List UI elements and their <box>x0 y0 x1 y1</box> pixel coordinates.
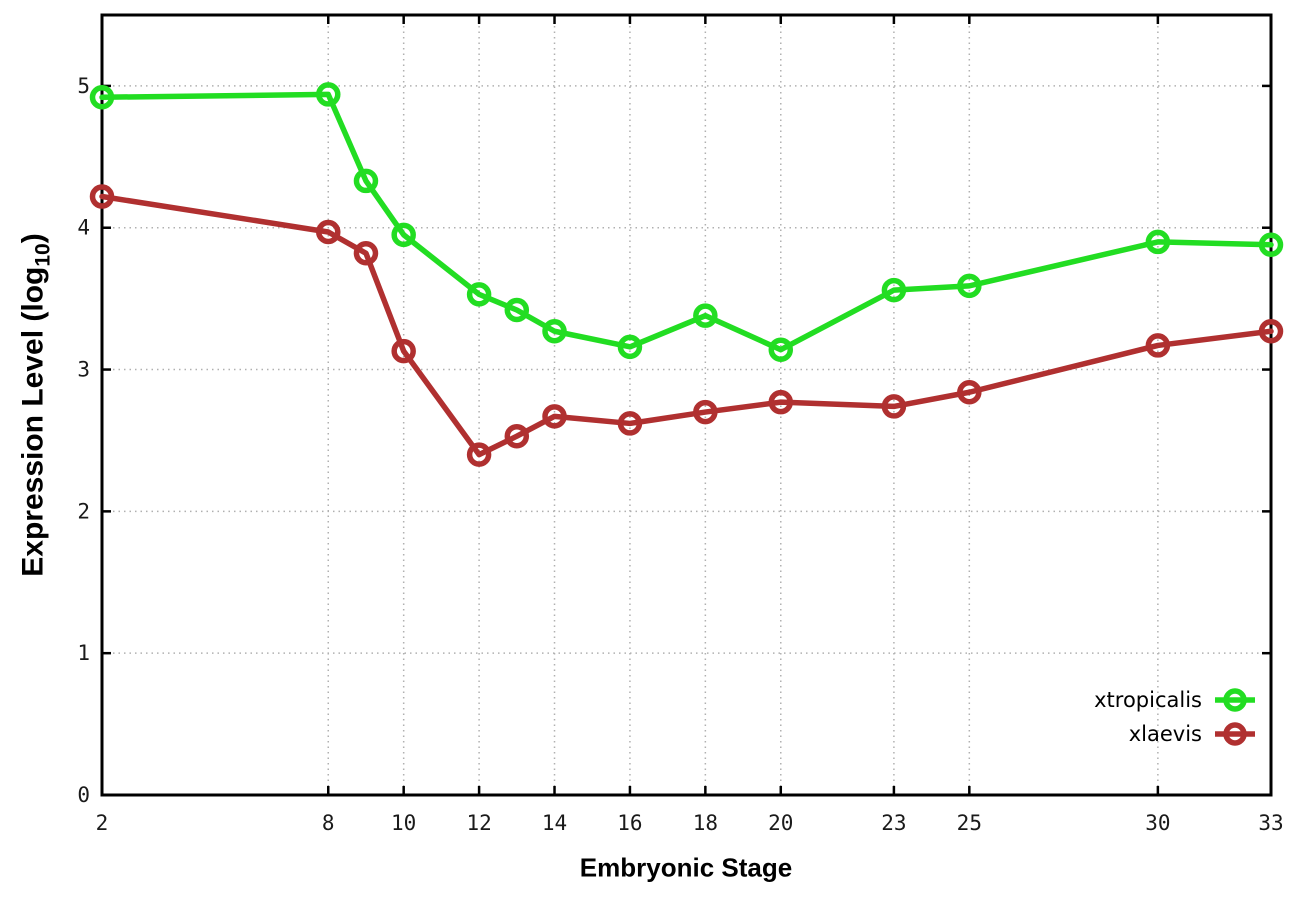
legend-sample-circle <box>1223 722 1247 746</box>
data-point-xtropicalis <box>542 319 567 344</box>
y-axis-title-close: ) <box>16 233 50 244</box>
data-point-xlaevis <box>542 404 567 429</box>
y-axis-title: Expression Level (log10) <box>17 233 56 576</box>
data-point-xtropicalis <box>316 82 341 107</box>
data-point-xtropicalis <box>881 277 907 303</box>
x-tick-label: 25 <box>957 811 982 835</box>
legend-marker-xtropicalis <box>1215 688 1255 712</box>
data-point-xtropicalis <box>693 303 718 328</box>
legend-item-xtropicalis: xtropicalis <box>1094 684 1256 716</box>
legend-sample-circle <box>1223 688 1247 712</box>
x-tick-label: 30 <box>1145 811 1170 835</box>
x-tick-label: 33 <box>1258 811 1283 835</box>
y-tick-label: 1 <box>77 641 90 665</box>
legend-item-xlaevis: xlaevis <box>1094 718 1256 750</box>
legend-marker-xlaevis <box>1215 722 1255 746</box>
y-tick-label: 3 <box>77 358 90 382</box>
x-tick-label: 10 <box>391 811 416 835</box>
x-tick-label: 16 <box>617 811 642 835</box>
legend-label-xtropicalis: xtropicalis <box>1094 687 1202 712</box>
data-point-xtropicalis <box>617 334 643 360</box>
y-axis-title-text: Expression Level (log <box>16 266 50 577</box>
data-point-xlaevis <box>693 399 718 425</box>
x-tick-label: 18 <box>693 811 718 835</box>
data-point-xtropicalis <box>1258 232 1284 257</box>
series-line-xlaevis <box>99 193 1274 458</box>
x-axis-title: Embryonic Stage <box>579 852 793 883</box>
data-point-xtropicalis <box>504 297 530 323</box>
data-point-xtropicalis <box>1145 229 1171 255</box>
y-tick-label: 4 <box>77 216 90 240</box>
x-tick-label: 14 <box>542 811 567 835</box>
data-point-xtropicalis <box>89 85 115 110</box>
y-tick-label: 0 <box>77 783 90 807</box>
x-tick-label: 23 <box>881 811 906 835</box>
x-tick-label: 2 <box>96 811 109 835</box>
x-tick-label: 8 <box>322 811 335 835</box>
data-point-xlaevis <box>504 423 530 449</box>
plot-border <box>100 13 1273 797</box>
x-tick-label: 12 <box>466 811 491 835</box>
data-point-xtropicalis <box>768 337 794 362</box>
data-point-xlaevis <box>617 411 643 436</box>
y-tick-label: 2 <box>77 499 90 523</box>
data-point-xlaevis <box>768 389 794 415</box>
data-point-xlaevis <box>1145 333 1171 358</box>
data-point-xlaevis <box>1258 319 1284 344</box>
y-tick-label: 5 <box>77 74 90 98</box>
data-point-xlaevis <box>353 241 379 266</box>
data-point-xlaevis <box>881 394 907 419</box>
data-point-xtropicalis <box>353 168 379 194</box>
y-axis-title-subscript: 10 <box>31 243 55 267</box>
data-point-xtropicalis <box>466 282 492 307</box>
legend: xtropicalis xlaevis <box>1094 684 1256 750</box>
data-point-xtropicalis <box>391 222 416 248</box>
data-point-xlaevis <box>89 184 115 209</box>
data-point-xtropicalis <box>957 273 982 299</box>
data-point-xlaevis <box>466 442 492 467</box>
data-point-xlaevis <box>316 219 341 245</box>
legend-label-xlaevis: xlaevis <box>1128 721 1202 746</box>
data-point-xlaevis <box>957 379 982 405</box>
x-tick-label: 20 <box>768 811 793 835</box>
data-point-xlaevis <box>391 338 416 364</box>
